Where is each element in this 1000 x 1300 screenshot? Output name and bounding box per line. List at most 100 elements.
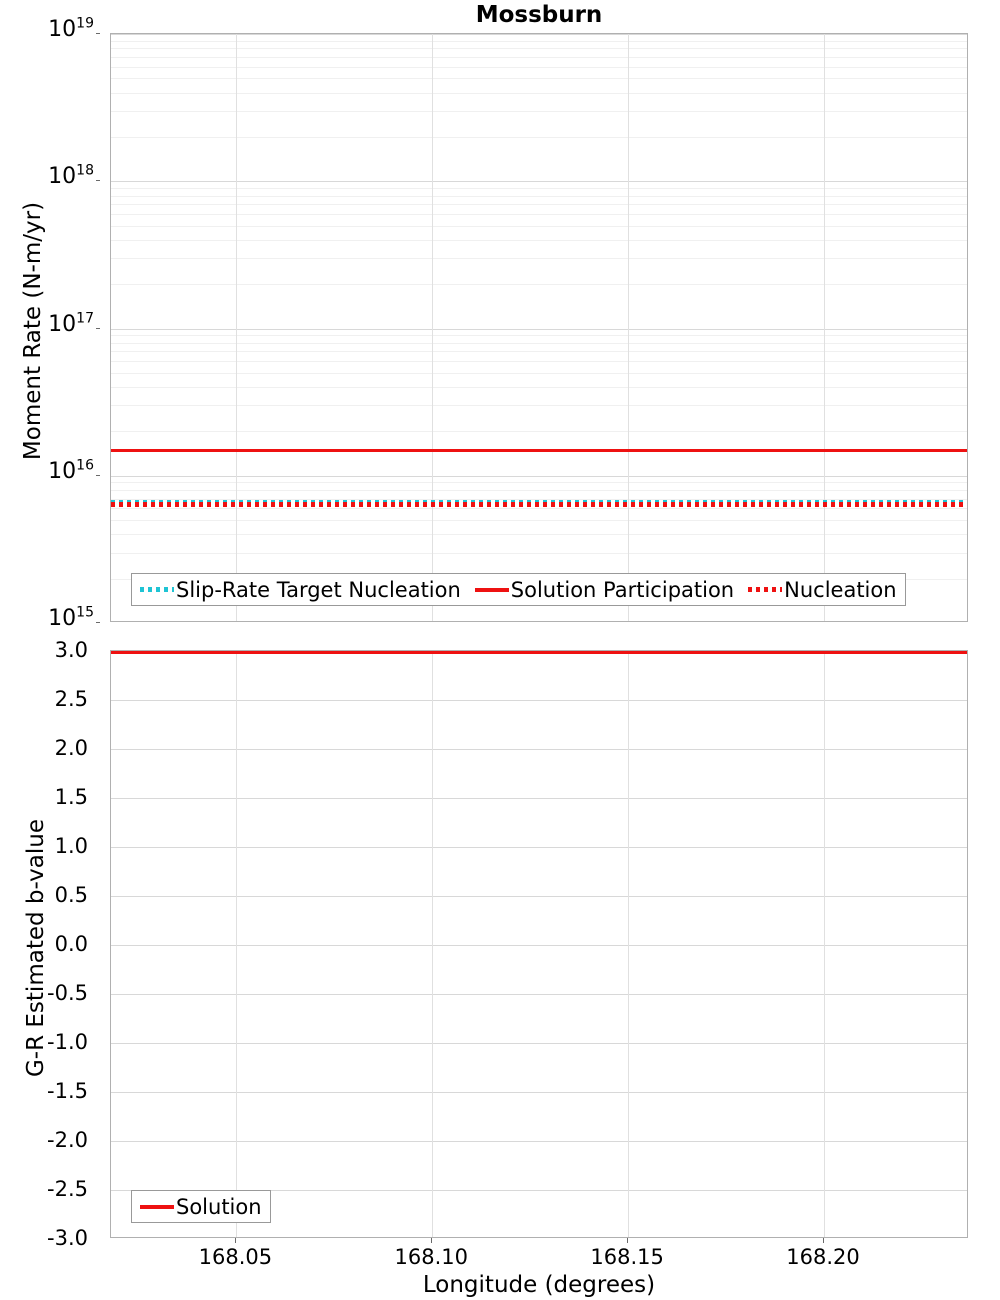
gridline-horizontal-minor [111,284,967,286]
gridline-horizontal [111,945,967,946]
gridline-horizontal-minor [111,110,967,112]
legend-item-label: Slip-Rate Target Nucleation [176,577,461,602]
y-tick-label: 1017 [48,310,94,337]
legend-bottom[interactable]: Solution [131,1190,271,1223]
y-tick-mark [96,474,100,476]
y-tick-mark [96,622,100,623]
gridline-horizontal-minor [111,258,967,260]
legend-item-label: Solution [176,1194,262,1219]
gridline-vertical [628,34,630,621]
y-tick-label: 1019 [48,15,94,42]
y-tick-label: -0.5 [47,981,88,1005]
y-tick-mark [96,33,100,34]
gridline-horizontal-minor [111,508,967,510]
y-tick-label: 1016 [48,457,94,484]
gridline-horizontal-minor [111,520,967,522]
gridline-vertical [236,34,238,621]
y-tick-mark [96,180,100,182]
data-series-line [111,651,967,655]
gridline-horizontal [111,700,967,701]
gridline-horizontal-minor [111,66,967,68]
y-tick-label: -2.5 [47,1177,88,1201]
gridline-vertical [236,651,238,1237]
gridline-horizontal-minor [111,552,967,554]
y-tick-label: -3.0 [47,1226,88,1250]
y-tick-label: -1.5 [47,1079,88,1103]
legend-top[interactable]: Slip-Rate Target Nucleation Solution Part… [131,573,906,606]
y-tick-label: 1015 [48,604,94,631]
gridline-horizontal [111,475,967,477]
gridline-horizontal [111,1092,967,1093]
y-tick-label: 1.5 [54,785,88,809]
gridline-horizontal [111,896,967,897]
x-tick-mark [431,1238,433,1243]
y-tick-label: 0.5 [54,883,88,907]
legend-item-label: Nucleation [784,577,897,602]
gridline-vertical [432,651,434,1237]
y-tick-label: -1.0 [47,1030,88,1054]
legend-item[interactable]: Slip-Rate Target Nucleation [140,578,475,602]
gridline-horizontal-minor [111,195,967,197]
x-tick-label: 168.05 [198,1245,273,1269]
gridline-vertical [432,34,434,621]
data-series-line [111,449,967,453]
gridline-horizontal-minor [111,387,967,389]
x-tick-label: 168.15 [590,1245,664,1269]
gridline-horizontal-minor [111,40,967,42]
gridline-horizontal-minor [111,342,967,344]
y-tick-label: 0.0 [54,932,88,956]
legend-item[interactable]: Nucleation [748,577,897,602]
gridline-horizontal-minor [111,482,967,484]
gridline-horizontal [111,1141,967,1142]
data-series-line [111,501,967,507]
solid-red-line-icon [474,587,509,592]
gridline-horizontal-minor [111,372,967,374]
dotted-cyan-line-icon [140,587,174,592]
dotted-red-line-icon [748,587,783,592]
b-value-plot-area [110,650,968,1238]
gridline-horizontal-minor [111,431,967,433]
legend-item[interactable]: Solution Participation [474,577,748,602]
gridline-horizontal [111,1190,967,1191]
x-tick-label: 168.10 [394,1245,468,1269]
page-title: Mossburn [475,2,603,28]
gridline-horizontal [111,34,967,35]
gridline-horizontal-minor [111,239,967,241]
gridline-horizontal-minor [111,361,967,363]
gridline-vertical [628,651,630,1237]
y-tick-label: -2.0 [47,1128,88,1152]
x-tick-label: 168.20 [786,1245,860,1269]
x-tick-mark [823,1238,825,1243]
gridline-horizontal-minor [111,225,967,227]
y-tick-mark [96,327,100,329]
y-tick-label: 1018 [48,162,94,190]
gridline-horizontal-minor [111,335,967,337]
gridline-horizontal-minor [111,490,967,492]
gridline-horizontal [111,749,967,750]
gridline-horizontal-minor [111,56,967,58]
x-axis-label: Longitude (degrees) [422,1272,656,1298]
y-axis-ticks-top: 1019 1018 1017 1016 1015 [0,17,100,631]
gridline-horizontal [111,181,967,183]
y-axis-label-bottom: G-R Estimated b-value [23,818,49,1078]
gridline-horizontal-minor [111,48,967,50]
y-tick-label: 2.5 [54,687,88,711]
gridline-horizontal [111,994,967,995]
gridline-horizontal [111,798,967,799]
gridline-horizontal [111,328,967,330]
gridline-horizontal-minor [111,136,967,138]
gridline-horizontal-minor [111,78,967,80]
y-axis-label-top: Moment Rate (N-m/yr) [20,201,46,461]
gridline-horizontal-minor [111,187,967,189]
gridline-horizontal-minor [111,534,967,536]
y-tick-label: 2.0 [54,736,88,760]
legend-item[interactable]: Solution [140,1195,262,1219]
y-axis-ticks-bottom: -3.0 -2.5 -2.0 -1.5 -1.0 -0.5 0.0 0.5 1.0 1.5 2.0 2… [0,638,100,1250]
gridline-horizontal-minor [111,405,967,407]
gridline-horizontal-minor [111,213,967,215]
moment-rate-plot-area [110,33,968,622]
gridline-horizontal [111,1043,967,1044]
legend-item-label: Solution Participation [510,577,735,602]
gridline-horizontal-minor [111,351,967,353]
y-tick-label: 1.0 [54,834,88,858]
